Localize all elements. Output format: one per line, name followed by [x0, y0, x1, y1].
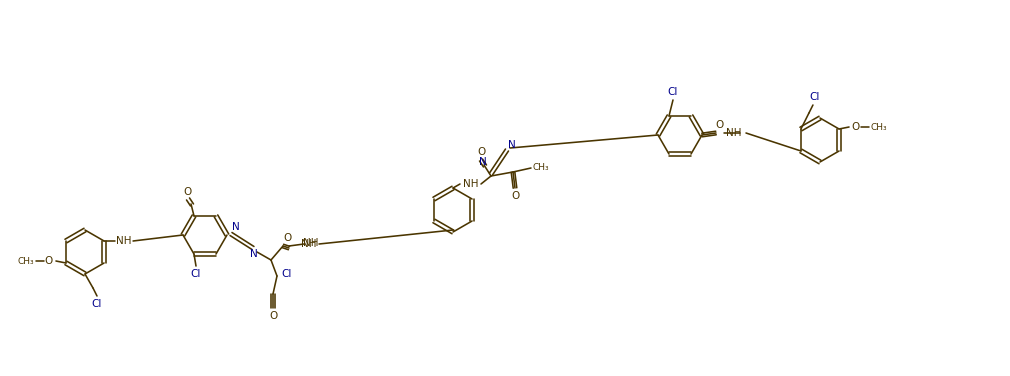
- Text: Cl: Cl: [282, 269, 292, 279]
- Text: O: O: [511, 191, 519, 201]
- Text: N: N: [479, 157, 487, 167]
- Text: CH₃: CH₃: [532, 164, 549, 173]
- Text: Cl: Cl: [810, 92, 820, 102]
- Text: N: N: [250, 249, 258, 259]
- Text: NH: NH: [726, 128, 741, 138]
- Text: O: O: [477, 147, 485, 157]
- Text: O: O: [183, 187, 191, 197]
- Text: O: O: [269, 311, 277, 321]
- Text: N: N: [232, 222, 240, 232]
- Text: O: O: [716, 120, 724, 130]
- Text: Cl: Cl: [668, 87, 678, 97]
- Text: NH: NH: [464, 179, 479, 189]
- Text: Cl: Cl: [191, 269, 201, 279]
- Text: NH: NH: [303, 238, 319, 248]
- Text: NH: NH: [301, 239, 317, 249]
- Text: Cl: Cl: [92, 299, 102, 309]
- Text: N: N: [508, 140, 516, 150]
- Text: O: O: [44, 256, 54, 266]
- Text: O: O: [283, 233, 291, 243]
- Text: NH: NH: [116, 236, 131, 246]
- Text: CH₃: CH₃: [871, 123, 888, 132]
- Text: CH₃: CH₃: [17, 256, 34, 265]
- Text: O: O: [851, 122, 860, 132]
